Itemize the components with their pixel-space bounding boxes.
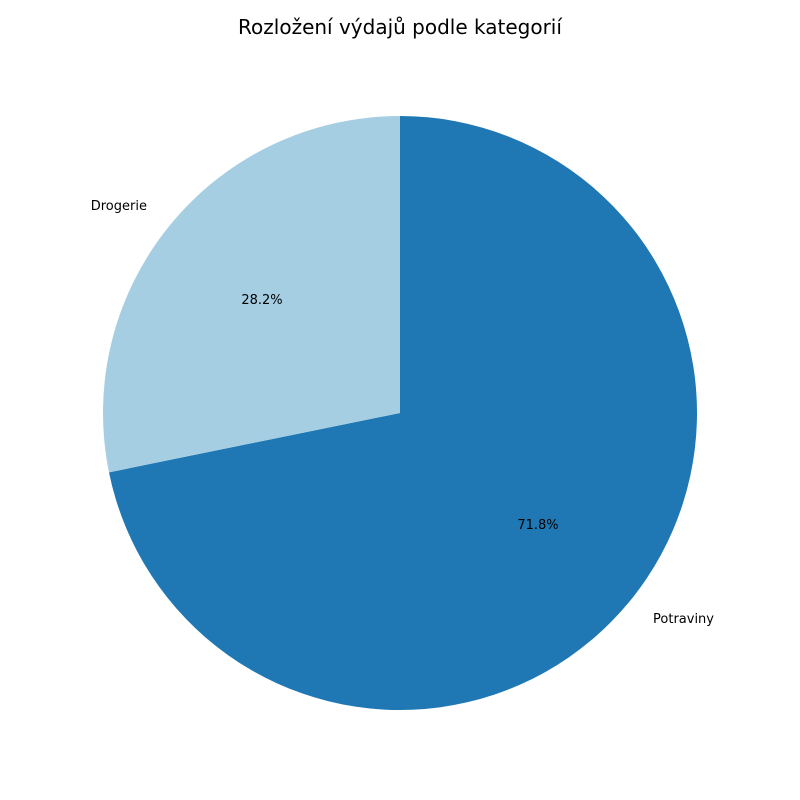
slice-label-potraviny: Potraviny (653, 612, 714, 627)
slice-label-drogerie: Drogerie (91, 199, 147, 214)
pie-slices (103, 116, 698, 710)
pie-slice-drogerie (103, 116, 400, 473)
slice-percentage-potraviny: 71.8% (517, 518, 558, 533)
pie-labels: Potraviny 71.8% Drogerie 28.2% (91, 199, 715, 627)
slice-percentage-drogerie: 28.2% (241, 293, 282, 308)
chart-title: Rozložení výdajů podle kategorií (238, 15, 563, 39)
pie-slice-potraviny (108, 116, 698, 710)
